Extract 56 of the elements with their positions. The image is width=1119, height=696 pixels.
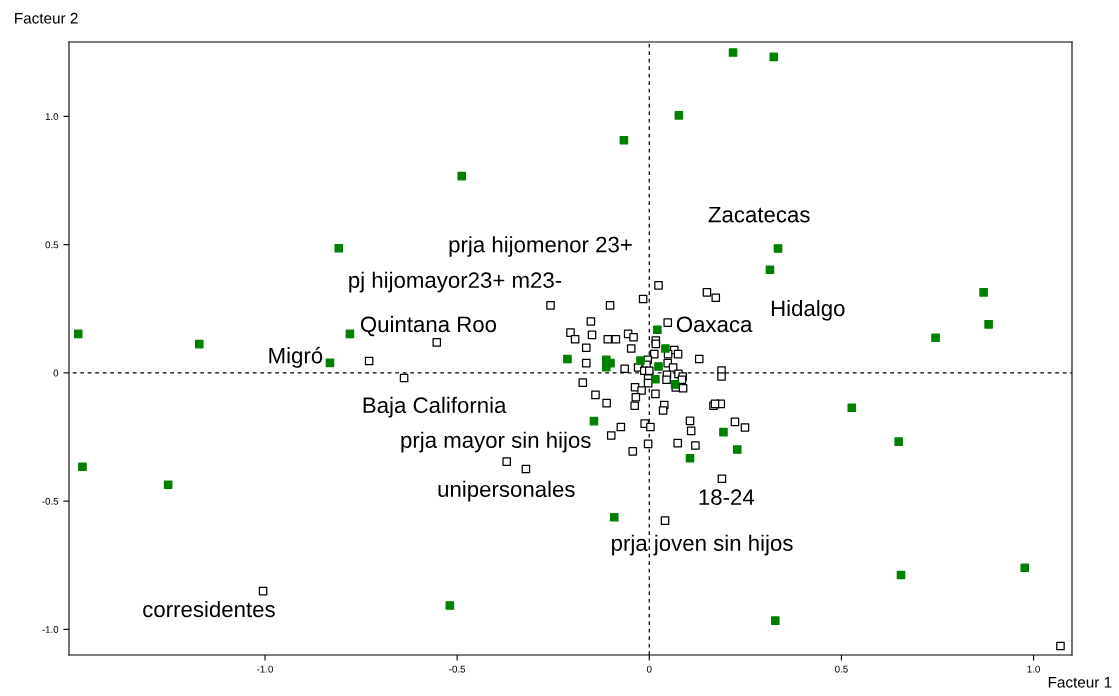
annotation: unipersonales [438,480,575,502]
point [732,445,742,454]
point [563,354,572,364]
point [979,288,988,297]
y-axis-title: Facteur 2 [15,12,78,24]
point [73,329,83,339]
point [445,601,455,610]
point [619,135,629,145]
y-tick-label: 0 [53,369,59,377]
y-tick-label: 0.5 [45,241,59,249]
point [765,265,775,275]
point [728,48,738,57]
point [674,111,684,120]
point [610,512,619,522]
x-tick-label: -0.5 [449,665,466,673]
point [773,244,783,253]
point [194,339,204,349]
x-axis-title: Facteur 1 [1048,677,1112,688]
point [601,362,611,372]
point [931,333,940,343]
point [894,437,903,446]
point [771,616,780,625]
point [654,362,663,371]
point [685,453,695,463]
y-tick-label: 1.0 [45,113,59,120]
point [1020,563,1030,573]
annotation: Quintana Roo [360,315,497,337]
annotation: prja joven sin hijos [612,534,793,556]
point [457,171,467,181]
annotation: prja hijomenor 23+ [449,236,632,257]
point [78,462,87,472]
annotation: 18-24 [699,489,755,506]
y-tick-label: -0.5 [42,497,59,505]
x-tick-label: 0.5 [835,665,848,673]
annotation: Migró [269,346,323,368]
annotation: Hidalgo [771,299,845,321]
annotation: Baja California [363,396,507,418]
point [847,403,857,413]
annotation: Zacatecas [708,206,810,223]
annotation: prja mayor sin hijos [401,431,591,453]
point [769,52,779,62]
x-tick-label: -1.0 [257,665,273,673]
annotation: corresidentes [143,600,275,618]
x-tick-label: 1.0 [1027,665,1040,673]
point [334,243,344,253]
point [984,320,993,329]
point [651,374,660,384]
point [661,344,670,353]
x-tick-label: 0 [646,665,652,673]
annotation: Oaxaca [676,316,753,333]
point [719,427,728,437]
y-tick-label: -1.0 [42,626,59,633]
point [636,356,645,365]
annotation: pj hijomayor23+ m23- [349,271,562,293]
point [653,325,662,335]
point [163,480,173,489]
